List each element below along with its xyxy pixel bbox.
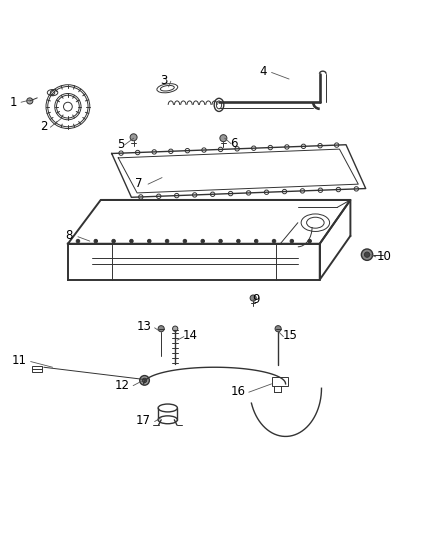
Circle shape — [165, 239, 169, 243]
Text: 7: 7 — [135, 177, 142, 190]
Text: 15: 15 — [283, 329, 297, 342]
Circle shape — [275, 326, 281, 332]
Text: 13: 13 — [136, 320, 151, 334]
Text: 14: 14 — [183, 329, 198, 342]
Text: 9: 9 — [252, 293, 259, 306]
Circle shape — [112, 239, 115, 243]
Circle shape — [158, 326, 164, 332]
Text: 1: 1 — [10, 96, 18, 109]
Circle shape — [272, 239, 276, 243]
Text: 11: 11 — [11, 354, 26, 367]
Text: 12: 12 — [114, 379, 129, 392]
Circle shape — [237, 239, 240, 243]
Text: 10: 10 — [377, 251, 392, 263]
Circle shape — [142, 378, 147, 383]
Text: 3: 3 — [161, 74, 168, 87]
Circle shape — [220, 135, 227, 142]
Text: 17: 17 — [136, 414, 151, 427]
Circle shape — [364, 252, 370, 257]
Circle shape — [361, 249, 373, 260]
Circle shape — [250, 295, 256, 301]
Bar — [32, 366, 42, 372]
Circle shape — [94, 239, 98, 243]
Circle shape — [290, 239, 293, 243]
Circle shape — [173, 326, 178, 332]
Circle shape — [148, 239, 151, 243]
Circle shape — [308, 239, 311, 243]
Circle shape — [76, 239, 80, 243]
Text: 8: 8 — [65, 229, 72, 243]
Text: 6: 6 — [230, 138, 237, 150]
Text: 4: 4 — [259, 65, 267, 78]
Bar — [272, 377, 288, 386]
Text: 5: 5 — [117, 138, 124, 151]
Circle shape — [130, 239, 133, 243]
Text: 16: 16 — [230, 385, 245, 398]
Circle shape — [201, 239, 205, 243]
Text: 2: 2 — [40, 120, 48, 133]
Circle shape — [130, 134, 137, 141]
Circle shape — [254, 239, 258, 243]
Circle shape — [27, 98, 33, 104]
Circle shape — [219, 239, 223, 243]
Circle shape — [140, 376, 149, 385]
Circle shape — [183, 239, 187, 243]
